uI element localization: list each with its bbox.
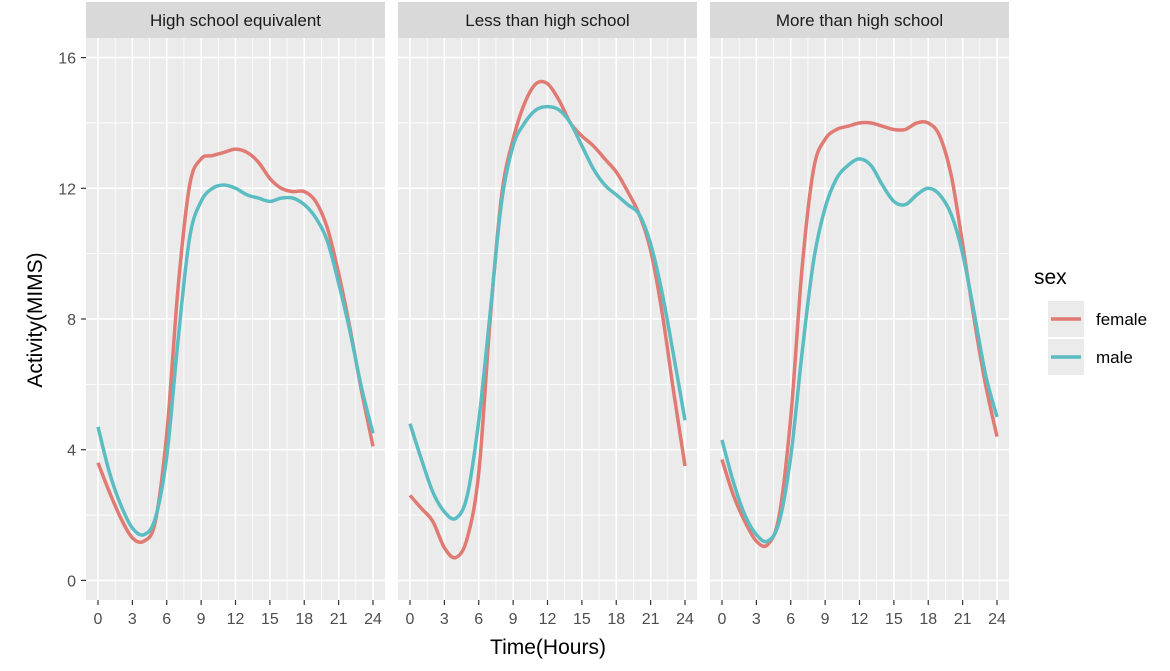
x-tick-label: 24	[364, 611, 382, 628]
x-tick-label: 9	[821, 611, 830, 628]
x-tick-label: 24	[676, 611, 694, 628]
legend: sex female male	[1034, 266, 1147, 375]
facet-strip	[398, 2, 697, 38]
x-tick-label: 21	[642, 611, 660, 628]
x-tick-label: 6	[786, 611, 795, 628]
x-tick-label: 15	[573, 611, 591, 628]
x-tick-label: 24	[988, 611, 1006, 628]
x-tick-label: 3	[128, 611, 137, 628]
facet-strip-label: More than high school	[776, 11, 943, 30]
legend-label-male: male	[1096, 348, 1133, 367]
x-tick-label: 9	[509, 611, 518, 628]
facet-strip	[86, 2, 385, 38]
facet-strip-label: High school equivalent	[150, 11, 321, 30]
x-tick-label: 3	[440, 611, 449, 628]
panel-2: Less than high school 0 3 6 9 12 15 18 21 24	[398, 2, 697, 628]
axes-layer: 0 4 8 12 16	[58, 51, 86, 590]
x-tick-label: 6	[162, 611, 171, 628]
series-line-male	[96, 183, 375, 537]
series-line-male	[720, 157, 999, 544]
x-tick-label: 15	[261, 611, 279, 628]
x-tick-label: 21	[330, 611, 348, 628]
x-axis-title: Time(Hours)	[490, 636, 606, 659]
x-tick-label: 9	[197, 611, 206, 628]
y-tick-label: 8	[67, 312, 76, 329]
x-tick-label: 18	[919, 611, 937, 628]
x-tick-label: 12	[227, 611, 245, 628]
series-line-male	[408, 104, 687, 521]
panel-1: High school equivalent 0 3 6 9 12 15 18 21 24	[86, 2, 385, 628]
x-tick-label: 0	[406, 611, 415, 628]
y-tick-label: 16	[58, 51, 76, 68]
x-tick-label: 18	[607, 611, 625, 628]
x-tick-label: 15	[885, 611, 903, 628]
series-line-female	[96, 147, 375, 545]
x-tick-label: 0	[94, 611, 103, 628]
x-tick-label: 12	[851, 611, 869, 628]
facet-strip-label: Less than high school	[465, 11, 629, 30]
x-tick-label: 0	[718, 611, 727, 628]
legend-title: sex	[1034, 266, 1067, 289]
legend-label-female: female	[1096, 310, 1147, 329]
series-line-female	[720, 119, 999, 549]
panel-3: More than high school 0 3 6 9 12 15 18 21 24	[710, 2, 1009, 628]
x-tick-label: 6	[474, 611, 483, 628]
x-tick-label: 18	[295, 611, 313, 628]
x-tick-label: 3	[752, 611, 761, 628]
y-tick-label: 4	[67, 443, 76, 460]
y-tick-label: 0	[67, 573, 76, 590]
y-tick-label: 12	[58, 181, 76, 198]
y-axis-title: Activity(MIMS)	[24, 252, 47, 387]
facet-strip	[710, 2, 1009, 38]
x-tick-label: 12	[539, 611, 557, 628]
x-tick-label: 21	[954, 611, 972, 628]
